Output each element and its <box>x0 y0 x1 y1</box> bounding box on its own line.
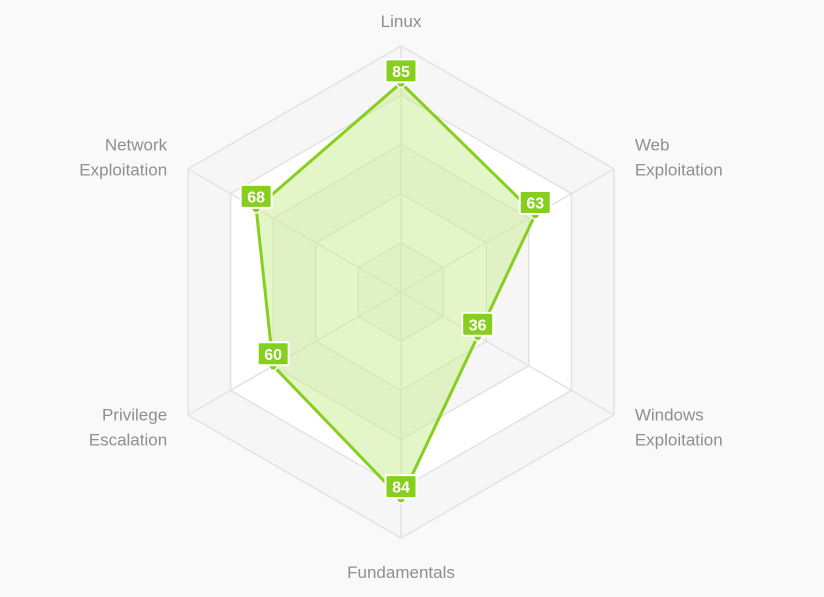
axis-label-line: Linux <box>381 12 422 31</box>
data-label-box <box>461 311 495 337</box>
data-label: 85 <box>392 64 410 81</box>
axis-label-line: Web <box>635 136 670 155</box>
axis-label: Network Exploitation <box>79 136 167 180</box>
data-label: 68 <box>247 189 265 206</box>
data-label-box <box>256 341 290 367</box>
data-label: 63 <box>526 196 544 213</box>
axis-label: Web Exploitation <box>635 136 723 180</box>
axis-labels: Linux Web Exploitation Windows Exploitation F… <box>79 12 722 582</box>
axis-label-line: Privilege <box>102 406 167 425</box>
axis-label-line: Exploitation <box>635 161 723 180</box>
axis-label-line: Network <box>105 136 168 155</box>
data-label-box <box>384 474 418 500</box>
axis-label-line: Windows <box>635 406 704 425</box>
axis-label-line: Exploitation <box>635 431 723 450</box>
axis-label: Windows Exploitation <box>635 406 723 450</box>
data-label: 36 <box>469 317 487 334</box>
data-label: 84 <box>392 480 410 497</box>
data-label: 60 <box>264 347 282 364</box>
axis-label: Privilege Escalation <box>89 406 167 450</box>
data-label-box <box>384 58 418 84</box>
data-label-box <box>239 183 273 209</box>
axis-label: Linux <box>381 12 422 31</box>
value-labels: 85 63 36 84 60 68 <box>239 58 552 500</box>
axis-label-line: Exploitation <box>79 161 167 180</box>
data-label-box <box>518 190 552 216</box>
axis-label-line: Escalation <box>89 431 167 450</box>
axis-label: Fundamentals <box>347 563 455 582</box>
axis-label-line: Fundamentals <box>347 563 455 582</box>
